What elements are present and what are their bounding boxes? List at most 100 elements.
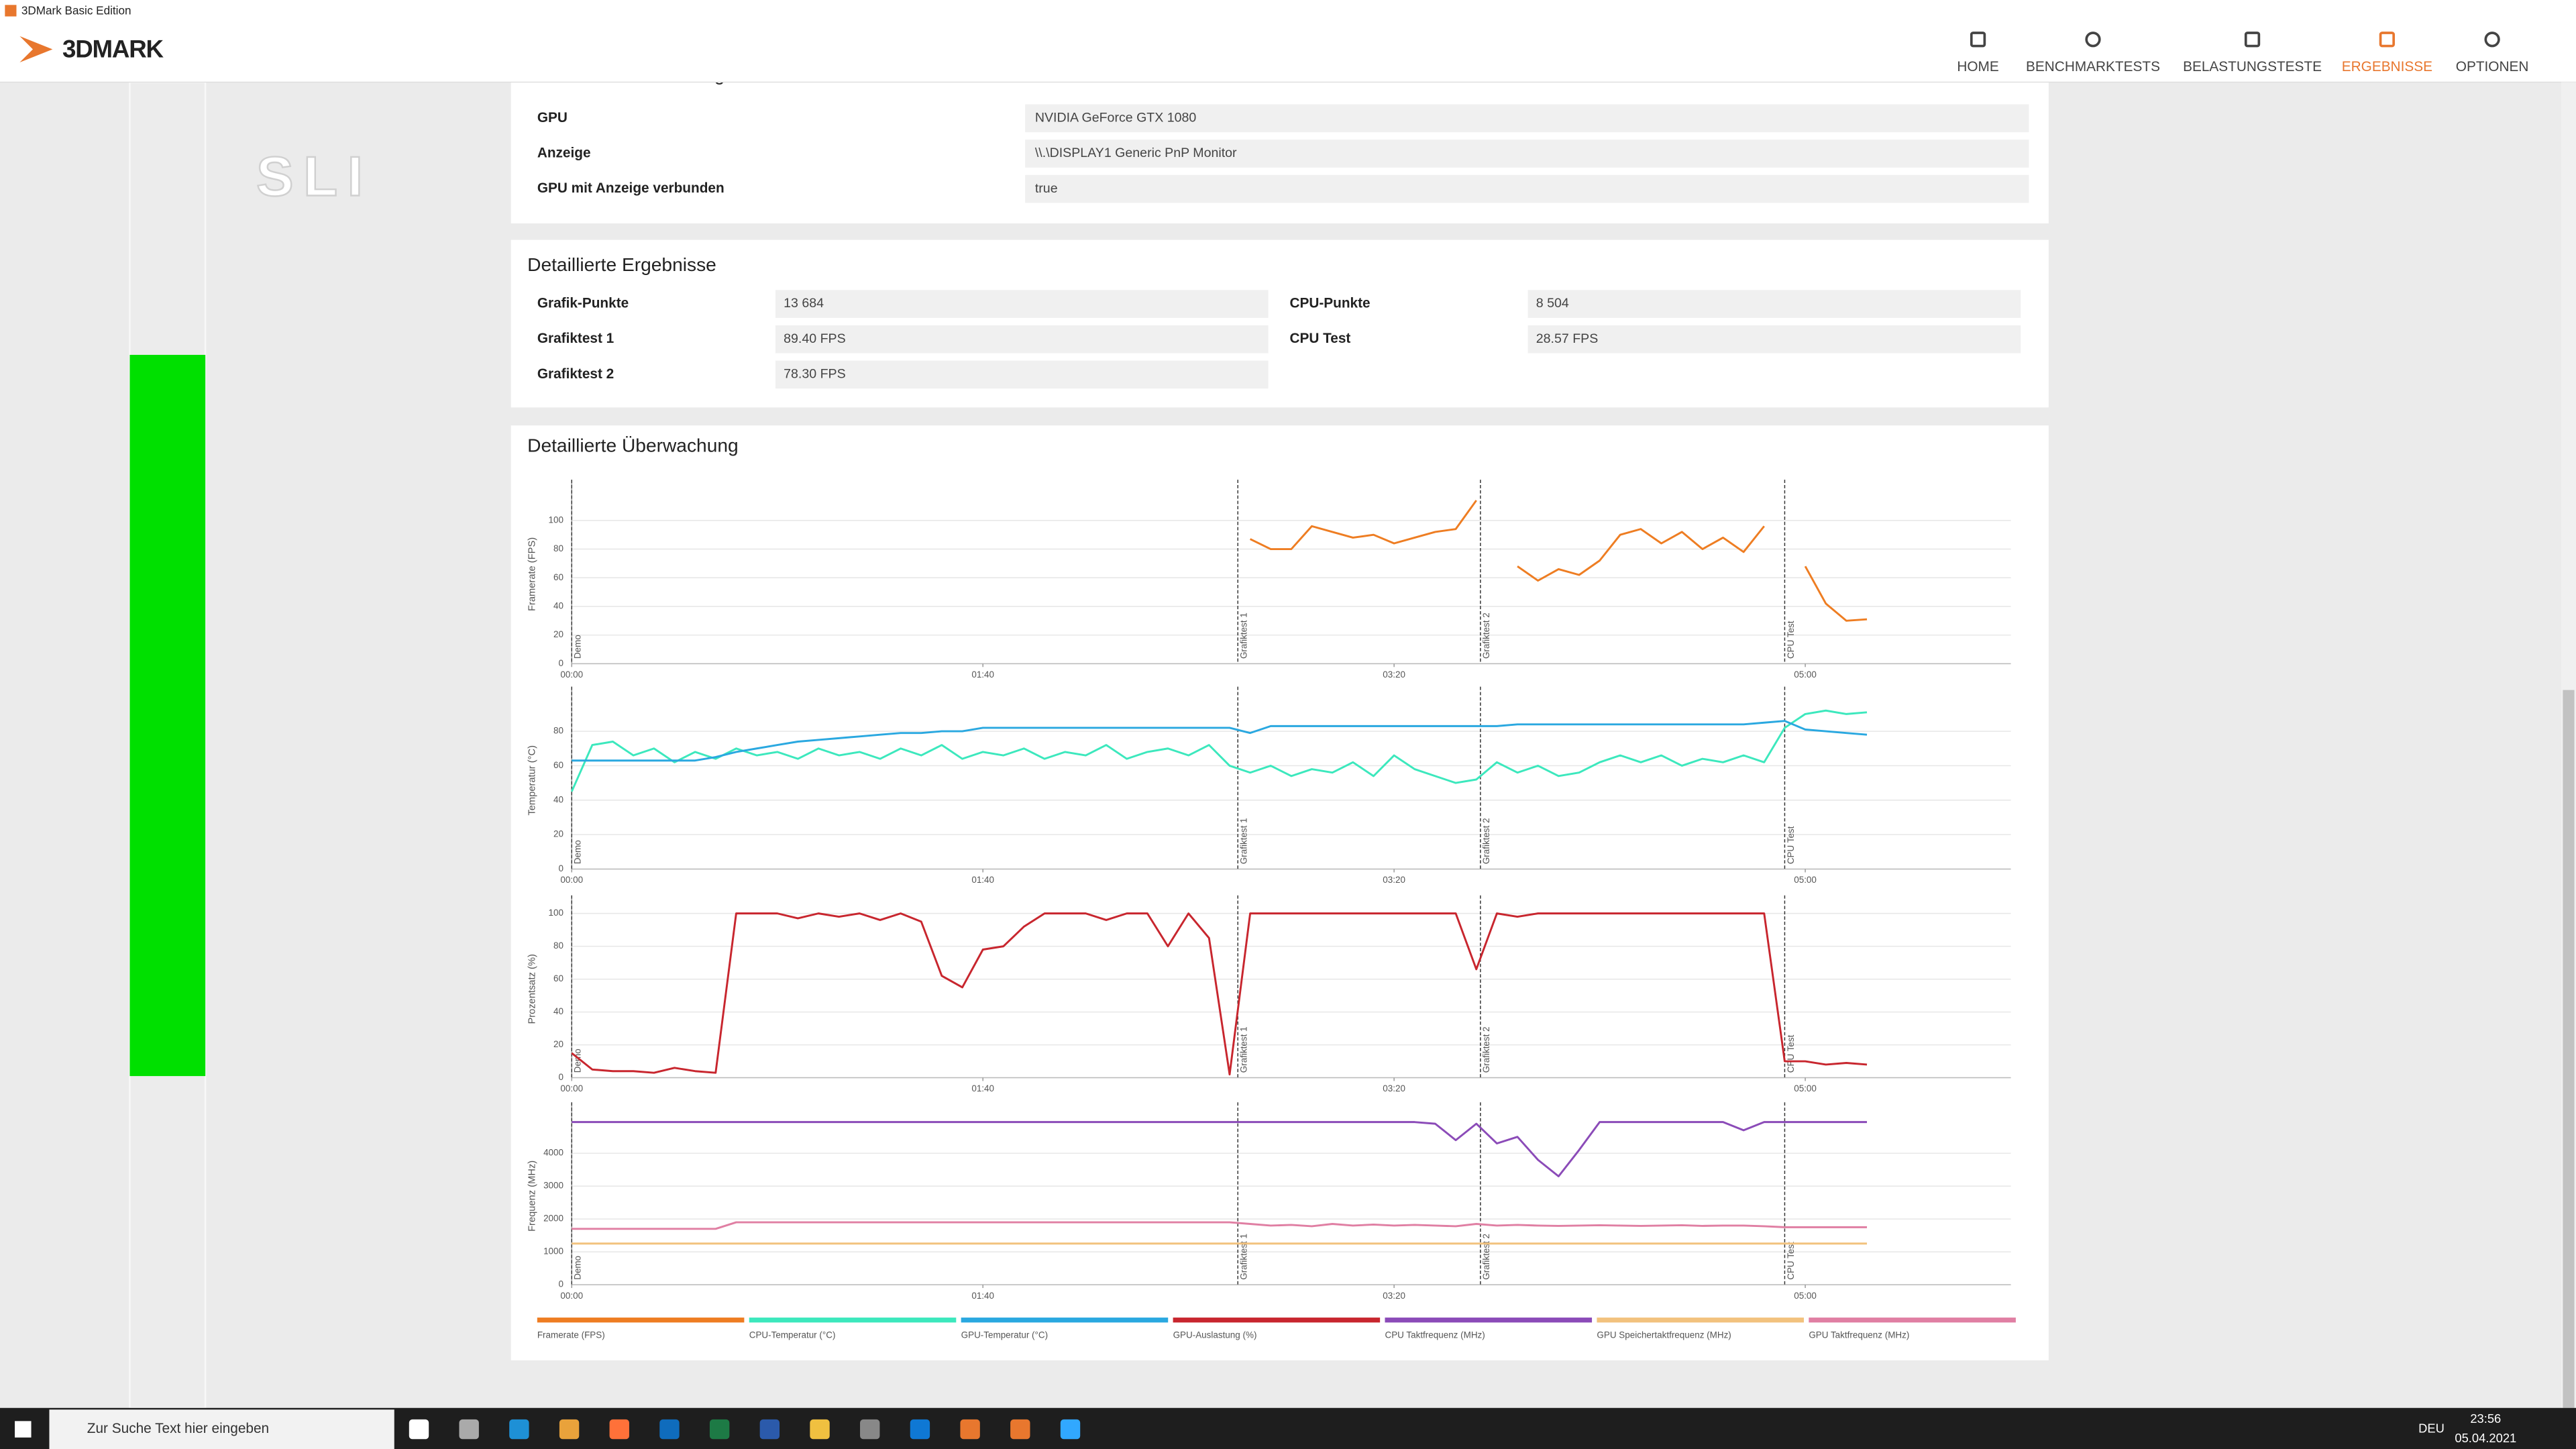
result-label: CPU Test (1289, 331, 1350, 346)
monitoring-card (511, 425, 2049, 1360)
result-value: 28.57 FPS (1536, 331, 1599, 346)
result-label: Grafiktest 2 (537, 366, 614, 382)
legend-swatch (537, 1318, 745, 1323)
phase-label: Grafiktest 1 (1239, 1234, 1249, 1280)
taskbar-icon[interactable] (559, 1419, 580, 1440)
taskbar-icon[interactable] (1010, 1419, 1030, 1440)
result-box (1527, 290, 2021, 318)
y-tick-label: 0 (559, 1072, 564, 1082)
search-box[interactable] (49, 1409, 394, 1449)
start-button[interactable] (15, 1421, 32, 1438)
setting-label: Anzeige (537, 145, 591, 160)
y-tick-label: 60 (553, 973, 564, 983)
nav-icon[interactable] (2244, 32, 2261, 48)
phase-label: Grafiktest 2 (1481, 612, 1491, 659)
result-box (1527, 325, 2021, 354)
y-tick-label: 2000 (543, 1214, 564, 1224)
taskbar-icon[interactable] (960, 1419, 980, 1440)
setting-label: GPU (537, 110, 568, 125)
result-box (775, 360, 1269, 389)
setting-label: GPU mit Anzeige verbunden (537, 180, 724, 196)
y-tick-label: 3000 (543, 1181, 564, 1191)
phase-label: Grafiktest 1 (1239, 612, 1249, 659)
taskbar-icon[interactable] (1060, 1419, 1081, 1440)
results-card (511, 239, 2049, 408)
nav-item: BELASTUNGSTESTE (2183, 59, 2322, 74)
result-box (775, 290, 1269, 318)
clock-date: 05.04.2021 (2455, 1431, 2516, 1445)
series-line (571, 912, 1868, 1076)
legend-swatch (961, 1318, 1169, 1323)
phase-label: Grafiktest 1 (1239, 1026, 1249, 1073)
y-tick-label: 0 (559, 658, 564, 668)
setting-box (1025, 140, 2029, 168)
title-bar (0, 0, 2576, 83)
result-label: CPU-Punkte (1289, 296, 1370, 311)
setting-box (1025, 174, 2029, 203)
x-tick-label: 03:20 (1383, 875, 1405, 885)
y-tick-label: 80 (553, 543, 564, 553)
series-line (1249, 500, 1868, 622)
logo-mark (19, 36, 53, 63)
series-line (572, 720, 1868, 762)
result-value: 89.40 FPS (784, 331, 846, 346)
taskbar-icon[interactable] (709, 1419, 730, 1440)
taskbar-icon[interactable] (509, 1419, 529, 1440)
taskbar-icon[interactable] (609, 1419, 629, 1440)
nav-item: HOME (1957, 59, 1998, 74)
legend-swatch (1597, 1318, 1804, 1323)
x-tick-label: 05:00 (1794, 1083, 1817, 1093)
series-line (572, 1121, 1868, 1177)
taskbar-icon[interactable] (910, 1419, 930, 1440)
taskbar-icon[interactable] (459, 1419, 479, 1440)
result-value: 8 504 (1536, 296, 1569, 311)
y-axis-label: Prozentsatz (%) (527, 954, 537, 1024)
x-tick-label: 05:00 (1794, 669, 1817, 680)
y-tick-label: 60 (553, 572, 564, 582)
y-tick-label: 20 (553, 629, 564, 639)
y-tick-label: 40 (553, 601, 564, 611)
phase-label: CPU Test (1786, 1242, 1796, 1280)
taskbar-icon[interactable] (759, 1419, 780, 1440)
clock-time: 23:56 (2470, 1411, 2501, 1426)
nav-icon[interactable] (2085, 32, 2101, 48)
nav-item: BENCHMARKTESTS (2026, 59, 2160, 74)
y-axis-label: Frequenz (MHz) (527, 1161, 537, 1232)
y-tick-label: 100 (549, 908, 564, 918)
result-value: 13 684 (784, 296, 824, 311)
y-tick-label: 4000 (543, 1148, 564, 1158)
y-tick-label: 100 (549, 515, 564, 525)
x-tick-label: 00:00 (560, 1291, 583, 1301)
legend-label: GPU-Auslastung (%) (1173, 1330, 1257, 1340)
x-tick-label: 03:20 (1383, 1291, 1405, 1301)
series-line (572, 1221, 1868, 1230)
x-tick-label: 05:00 (1794, 875, 1817, 885)
taskbar-icon[interactable] (409, 1419, 429, 1440)
y-tick-label: 0 (559, 863, 564, 873)
legend-swatch (1385, 1318, 1593, 1323)
legend-label: Framerate (FPS) (537, 1330, 605, 1340)
x-tick-label: 00:00 (560, 1083, 583, 1093)
results-title: Detaillierte Ergebnisse (527, 254, 716, 275)
nav-icon[interactable] (2379, 32, 2395, 48)
scroll-thumb[interactable] (2563, 690, 2575, 1408)
nav-icon[interactable] (1970, 32, 1986, 48)
result-label: Grafik-Punkte (537, 296, 629, 311)
y-tick-label: 40 (553, 794, 564, 804)
x-tick-label: 00:00 (560, 669, 583, 680)
taskbar-icon[interactable] (659, 1419, 680, 1440)
x-tick-label: 05:00 (1794, 1291, 1817, 1301)
nav-item: ERGEBNISSE (2342, 59, 2432, 74)
nav-icon[interactable] (2484, 32, 2500, 48)
setting-box (1025, 104, 2029, 133)
legend-swatch (749, 1318, 957, 1323)
sli-label: SLI (256, 145, 373, 207)
y-tick-label: 0 (559, 1279, 564, 1289)
y-tick-label: 20 (553, 1039, 564, 1049)
window-title: 3DMark Basic Edition (21, 4, 131, 17)
taskbar-icon[interactable] (810, 1419, 830, 1440)
taskbar-icon[interactable] (860, 1419, 880, 1440)
logo: 3DMARK (62, 36, 164, 63)
phase-label: Grafiktest 1 (1239, 818, 1249, 864)
